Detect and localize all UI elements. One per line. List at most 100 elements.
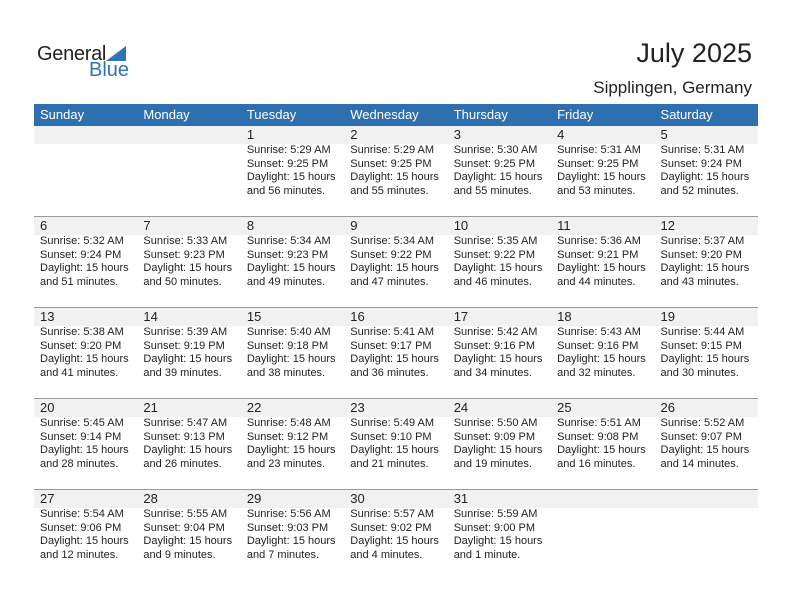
day-cell: 8 Sunrise: 5:34 AM Sunset: 9:23 PM Daylight… [241, 217, 344, 289]
daylight: Daylight: 15 hours [246, 535, 336, 548]
date-band [34, 399, 758, 417]
day-cell: 28 Sunrise: 5:55 AM Sunset: 9:04 PM Dayligh… [137, 490, 240, 562]
daylight: Daylight: 15 hours [660, 353, 750, 366]
sunrise: Sunrise: 5:40 AM [246, 326, 331, 338]
daylight-minutes: and 55 minutes. [350, 184, 429, 197]
daylight-minutes: and 12 minutes. [40, 548, 119, 561]
daylight: Daylight: 15 hours [453, 262, 543, 275]
daylight-minutes: and 56 minutes. [246, 184, 326, 197]
day-number: 20 [40, 400, 55, 415]
daylight-minutes: and 14 minutes. [660, 457, 739, 470]
day-cell: 11 Sunrise: 5:36 AM Sunset: 9:21 PM Dayligh… [551, 217, 654, 289]
daylight: Daylight: 15 hours [40, 353, 129, 366]
sunset: Sunset: 9:07 PM [660, 430, 742, 443]
daylight-minutes: and 26 minutes. [143, 457, 222, 470]
daylight-minutes: and 34 minutes. [453, 366, 532, 379]
day-number: 2 [350, 127, 358, 142]
day-cell: 2 Sunrise: 5:29 AM Sunset: 9:25 PM Daylight… [344, 126, 447, 198]
daylight-minutes: and 53 minutes. [557, 184, 636, 197]
sunrise: Sunrise: 5:29 AM [350, 144, 435, 156]
day-number: 11 [557, 218, 571, 233]
logo-triangle-icon [106, 46, 126, 61]
daylight-minutes: and 21 minutes. [350, 457, 429, 470]
daylight: Daylight: 15 hours [143, 262, 233, 275]
daylight: Daylight: 15 hours [246, 171, 336, 184]
sunset: Sunset: 9:00 PM [453, 521, 536, 534]
day-number: 14 [143, 309, 158, 324]
day-cell: 19 Sunrise: 5:44 AM Sunset: 9:15 PM Dayligh… [655, 308, 758, 380]
sunset: Sunset: 9:08 PM [557, 430, 639, 443]
sunrise: Sunrise: 5:51 AM [557, 417, 641, 429]
sunset: Sunset: 9:10 PM [350, 430, 432, 443]
day-number: 15 [246, 309, 262, 324]
sunset: Sunset: 9:13 PM [143, 430, 225, 443]
daylight-minutes: and 55 minutes. [453, 184, 532, 197]
daylight: Daylight: 15 hours [246, 444, 336, 457]
day-cell: 10 Sunrise: 5:35 AM Sunset: 9:22 PM Dayligh… [448, 217, 551, 289]
sunrise: Sunrise: 5:59 AM [453, 508, 538, 520]
date-band [34, 490, 758, 508]
sunrise: Sunrise: 5:52 AM [660, 417, 745, 429]
empty-cell [34, 126, 137, 198]
sunrise: Sunrise: 5:33 AM [143, 235, 228, 247]
day-cell: 31 Sunrise: 5:59 AM Sunset: 9:00 PM Dayligh… [448, 490, 551, 562]
daylight: Daylight: 15 hours [453, 171, 543, 184]
sunset: Sunset: 9:19 PM [143, 339, 225, 352]
sunrise: Sunrise: 5:41 AM [350, 326, 435, 338]
daylight-minutes: and 28 minutes. [40, 457, 119, 470]
sunset: Sunset: 9:20 PM [660, 248, 742, 261]
day-cell: 30 Sunrise: 5:57 AM Sunset: 9:02 PM Dayligh… [344, 490, 447, 562]
daylight-minutes: and 36 minutes. [350, 366, 429, 379]
sunrise: Sunrise: 5:48 AM [246, 417, 331, 429]
day-number: 16 [350, 309, 365, 324]
date-band [34, 217, 758, 235]
logo-text-general: General [37, 43, 107, 65]
day-number: 30 [350, 491, 365, 506]
day-cell: 12 Sunrise: 5:37 AM Sunset: 9:20 PM Dayligh… [655, 217, 758, 289]
sunset: Sunset: 9:06 PM [40, 521, 122, 534]
sunset: Sunset: 9:25 PM [350, 157, 432, 170]
day-number: 6 [40, 218, 48, 233]
day-cell: 5 Sunrise: 5:31 AM Sunset: 9:24 PM Daylight… [655, 126, 758, 198]
empty-cell [655, 490, 758, 562]
daylight-minutes: and 1 minute. [453, 548, 521, 561]
daylight: Daylight: 15 hours [557, 171, 646, 184]
sunset: Sunset: 9:14 PM [40, 430, 122, 443]
sunrise: Sunrise: 5:42 AM [453, 326, 538, 338]
sunrise: Sunrise: 5:44 AM [660, 326, 745, 338]
day-number: 24 [453, 400, 469, 415]
sunset: Sunset: 9:24 PM [660, 157, 742, 170]
daylight: Daylight: 15 hours [350, 171, 439, 184]
day-cell: 15 Sunrise: 5:40 AM Sunset: 9:18 PM Dayligh… [241, 308, 344, 380]
day-cell: 21 Sunrise: 5:47 AM Sunset: 9:13 PM Dayligh… [137, 399, 240, 471]
day-cell: 20 Sunrise: 5:45 AM Sunset: 9:14 PM Dayligh… [34, 399, 137, 471]
location: Sipplingen, Germany [593, 78, 752, 97]
day-cell: 14 Sunrise: 5:39 AM Sunset: 9:19 PM Dayligh… [137, 308, 240, 380]
day-number: 7 [143, 218, 151, 233]
sunset: Sunset: 9:20 PM [40, 339, 122, 352]
week-row: 6 Sunrise: 5:32 AM Sunset: 9:24 PM Daylight… [34, 216, 758, 307]
day-number: 9 [350, 218, 358, 233]
week-row: 27 Sunrise: 5:54 AM Sunset: 9:06 PM Dayligh… [34, 489, 758, 580]
day-cell: 7 Sunrise: 5:33 AM Sunset: 9:23 PM Daylight… [137, 217, 240, 289]
daylight: Daylight: 15 hours [453, 444, 543, 457]
sunrise: Sunrise: 5:30 AM [453, 144, 538, 156]
sunrise: Sunrise: 5:50 AM [453, 417, 538, 429]
sunrise: Sunrise: 5:39 AM [143, 326, 228, 338]
sunset: Sunset: 9:23 PM [143, 248, 225, 261]
weekday-friday: Friday [557, 107, 594, 122]
daylight-minutes: and 4 minutes. [350, 548, 423, 561]
day-number: 28 [143, 491, 158, 506]
day-number: 21 [143, 400, 158, 415]
date-band [34, 126, 758, 144]
sunrise: Sunrise: 5:57 AM [350, 508, 435, 520]
day-number: 13 [40, 309, 55, 324]
day-number: 25 [557, 400, 572, 415]
weekday-monday: Monday [143, 107, 190, 122]
weekday-wednesday: Wednesday [350, 107, 419, 122]
day-number: 18 [557, 309, 572, 324]
daylight: Daylight: 15 hours [350, 444, 439, 457]
daylight-minutes: and 38 minutes. [246, 366, 326, 379]
daylight: Daylight: 15 hours [143, 444, 233, 457]
logo-text-blue: Blue [89, 59, 130, 81]
